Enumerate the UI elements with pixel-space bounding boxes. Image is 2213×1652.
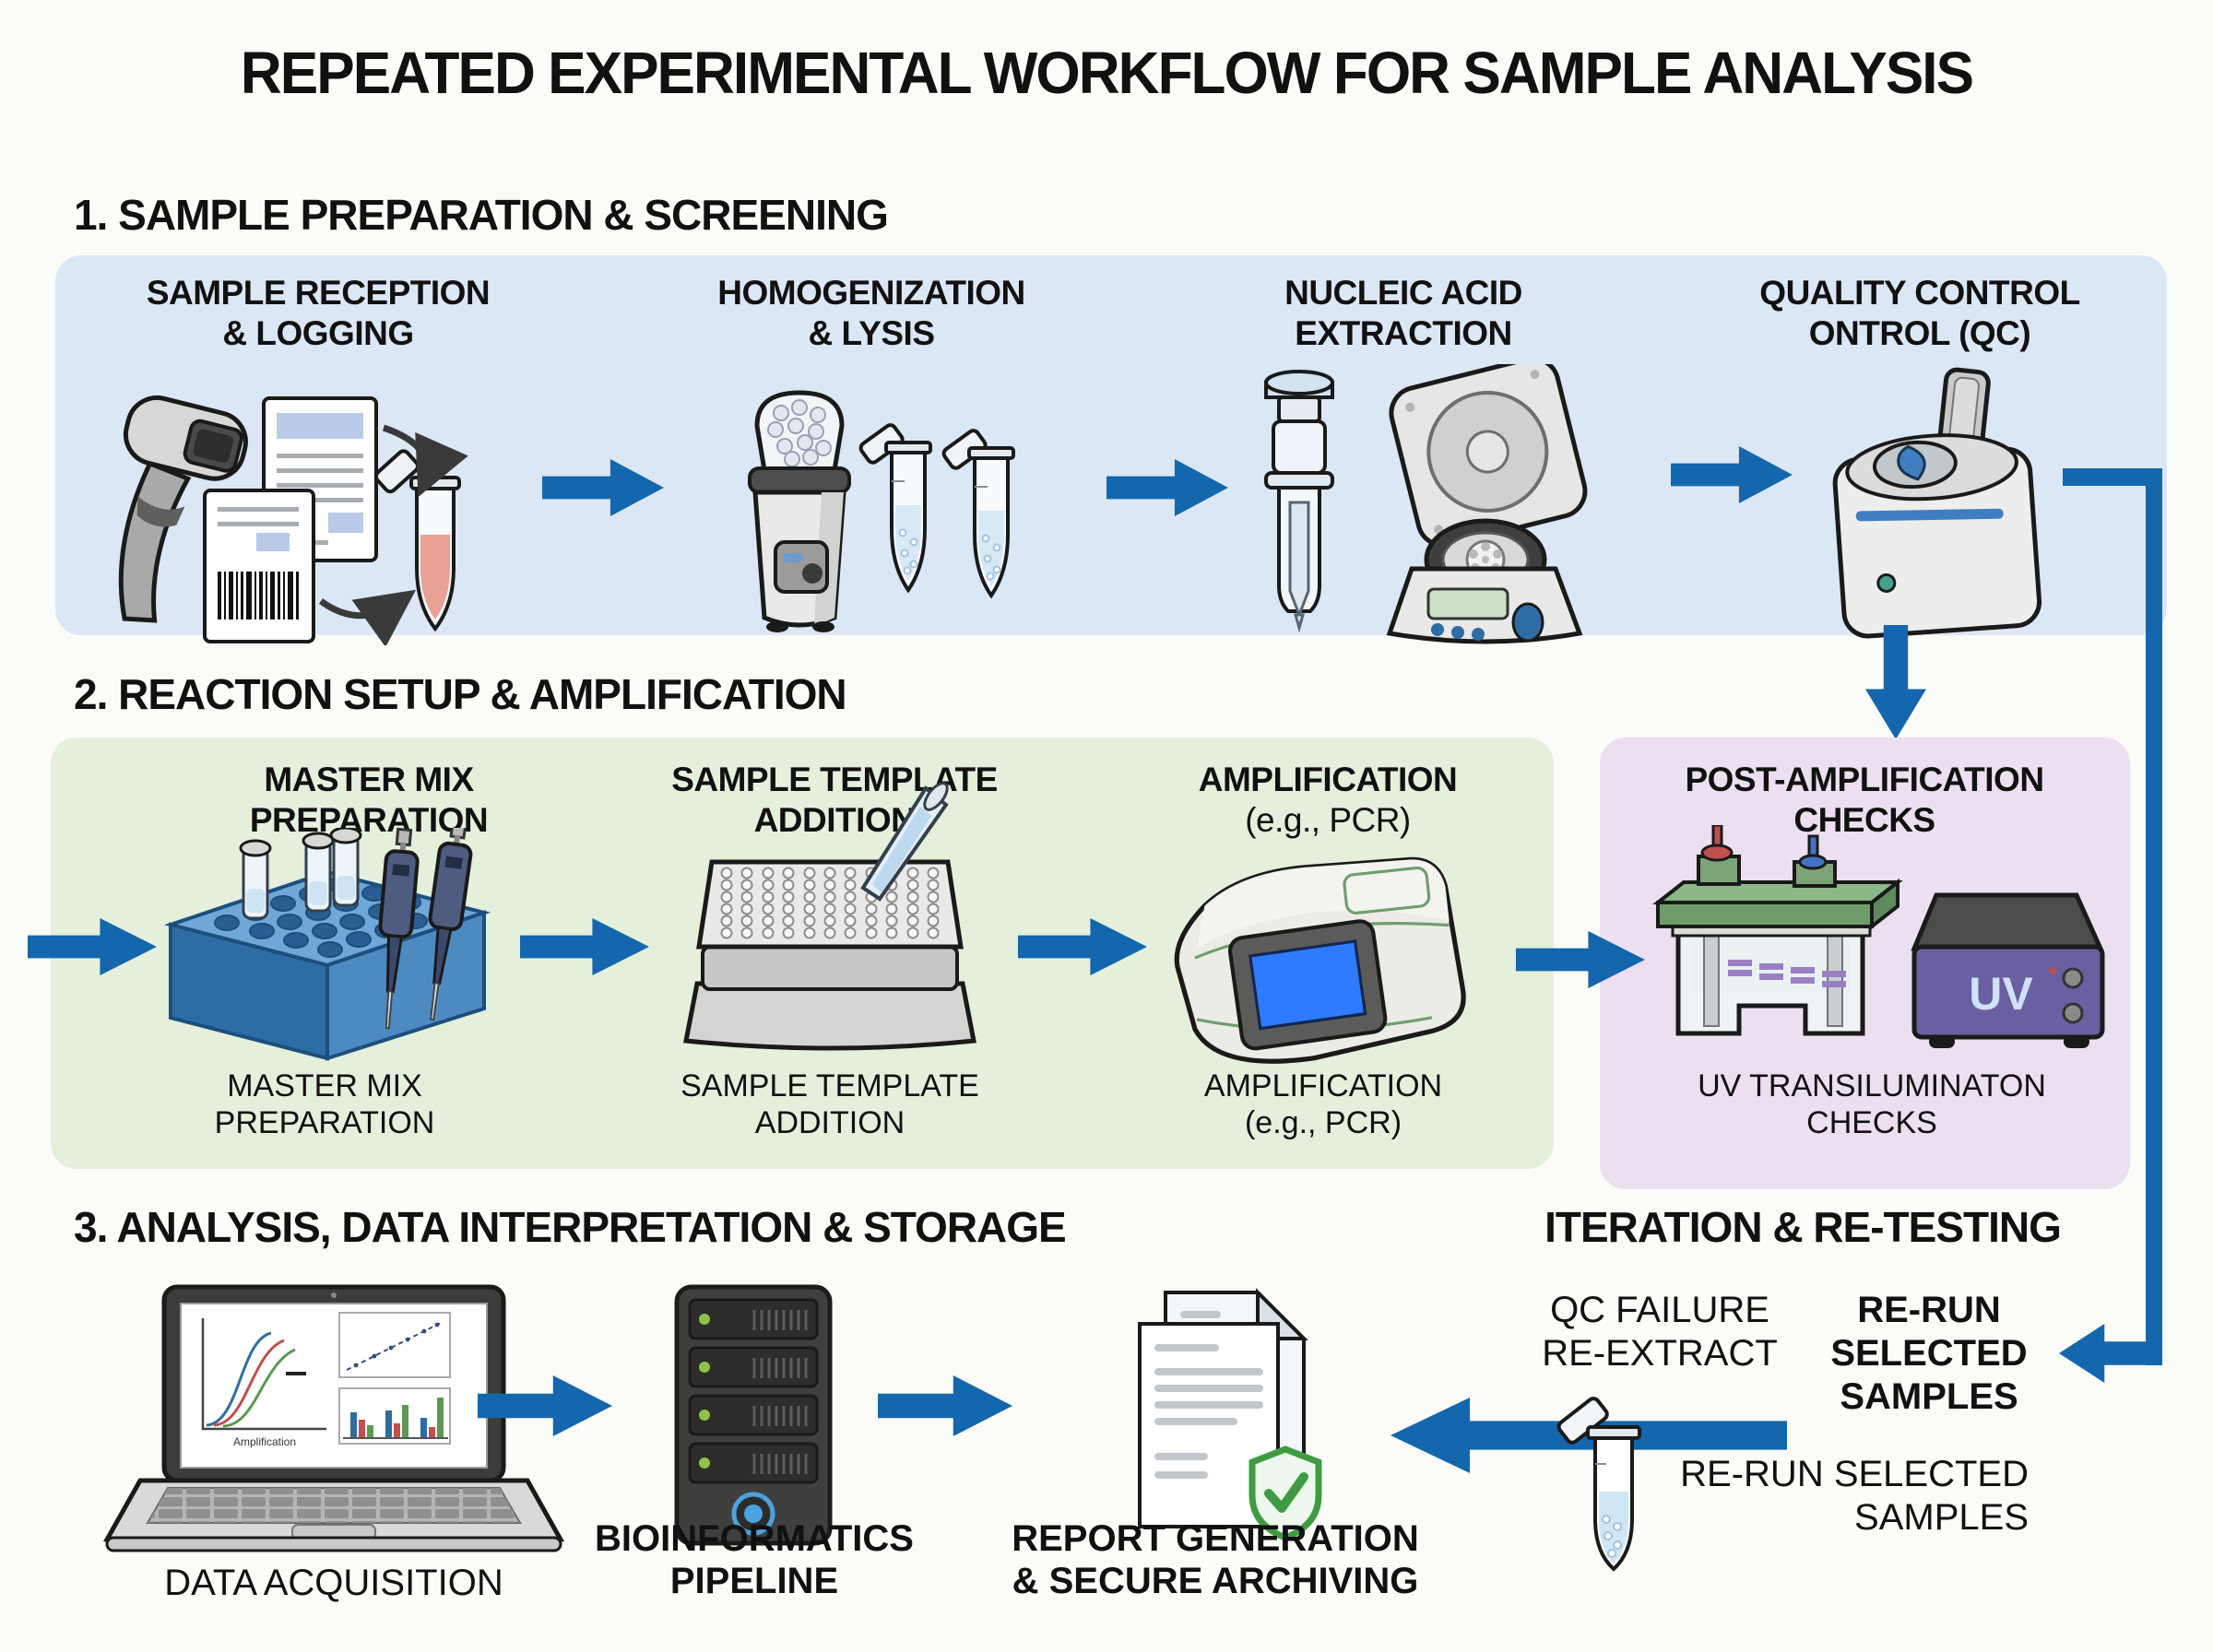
barcode-scanner-icon xyxy=(118,395,248,623)
page-title: REPEATED EXPERIMENTAL WORKFLOW FOR SAMPL… xyxy=(240,40,1974,106)
caption-amplification: AMPLIFICATION (e.g., PCR) xyxy=(1203,1068,1443,1141)
step-label-amplification: AMPLIFICATION (e.g., PCR) xyxy=(1198,761,1458,839)
section3-header: 3. ANALYSIS, DATA INTERPRETATION & STORA… xyxy=(74,1203,1067,1251)
section1-header: 1. SAMPLE PREPARATION & SCREENING xyxy=(74,191,889,239)
section1-band xyxy=(55,255,2167,635)
gel-tank-icon xyxy=(1652,825,1903,1036)
rerun-samples-caption: RE-RUN SELECTED SAMPLES xyxy=(1680,1454,2029,1539)
qc-spectrophotometer-icon xyxy=(1832,367,2042,639)
qpcr-curves-chart: Amplification xyxy=(201,1312,451,1448)
sample-tube-icon xyxy=(373,449,461,632)
step-label-extraction: NUCLEIC ACID EXTRACTION xyxy=(1284,274,1522,352)
caption-template-addition: SAMPLE TEMPLATE ADDITION xyxy=(680,1068,979,1141)
nucleic-acid-extraction-icon xyxy=(1264,364,1588,644)
rerun-tube-icon xyxy=(1556,1397,1641,1572)
uv-transilluminator-icon: UV xyxy=(1911,892,2105,1048)
step-label-post-amplification: POST-AMPLIFICATION CHECKS xyxy=(1685,761,2044,839)
well-plate-icon xyxy=(683,782,976,1051)
iteration-header: ITERATION & RE-TESTING xyxy=(1544,1203,2062,1251)
qc-failure-text: QC FAILURE RE-EXTRACT xyxy=(1542,1290,1778,1375)
homogenizer-icon xyxy=(748,390,1015,632)
uv-label: UV xyxy=(1969,968,2033,1020)
lysis-tube-icon xyxy=(941,429,1015,599)
arrow-right-icon xyxy=(878,1375,1012,1436)
caption-data-acquisition: DATA ACQUISITION xyxy=(164,1563,503,1603)
report-documents-icon xyxy=(1138,1288,1322,1541)
step-label-sample-reception: SAMPLE RECEPTION & LOGGING xyxy=(146,274,491,352)
thermocycler-icon xyxy=(1174,856,1466,1064)
pipette-tip-icon xyxy=(860,782,949,902)
curved-arrow-icon xyxy=(318,589,417,645)
lysis-tube-icon xyxy=(858,423,932,594)
spin-column-icon xyxy=(1264,370,1334,633)
laptop-icon: Amplification xyxy=(103,1284,564,1552)
caption-master-mix: MASTER MIX PREPARATION xyxy=(214,1068,435,1141)
server-icon xyxy=(674,1284,833,1546)
step-label-qc: QUALITY CONTROL ONTROL (QC) xyxy=(1759,274,2080,352)
centrifuge-icon xyxy=(1386,364,1588,644)
master-mix-rack-icon xyxy=(163,828,491,1061)
caption-uv-checks: UV TRANSILUMINATON CHECKS xyxy=(1698,1068,2046,1141)
step-label-homogenization: HOMOGENIZATION & LYSIS xyxy=(717,274,1025,352)
caption-report-generation: REPORT GENERATION & SECURE ARCHIVING xyxy=(1012,1518,1419,1601)
section2-header: 2. REACTION SETUP & AMPLIFICATION xyxy=(74,670,847,718)
step-label-master-mix: MASTER MIX PREPARATION xyxy=(249,761,489,839)
connector-horizontal xyxy=(2063,468,2162,486)
pipette-icon xyxy=(378,828,420,1030)
gel-electrophoresis-icon: UV xyxy=(1652,825,2105,1048)
pipette-icon xyxy=(428,828,473,1021)
rerun-samples-text: RE-RUN SELECTED SAMPLES xyxy=(1830,1290,2028,1418)
shield-check-icon xyxy=(1249,1446,1322,1541)
reagent-tube-icon xyxy=(239,828,362,920)
caption-bioinformatics: BIOINFORMATICS PIPELINE xyxy=(595,1518,914,1601)
curved-arrow-icon xyxy=(382,424,468,498)
barcode-label-icon xyxy=(203,489,315,643)
amplification-label: Amplification xyxy=(233,1435,296,1448)
connector-vertical xyxy=(2146,468,2162,1365)
sample-reception-icon xyxy=(118,395,468,645)
